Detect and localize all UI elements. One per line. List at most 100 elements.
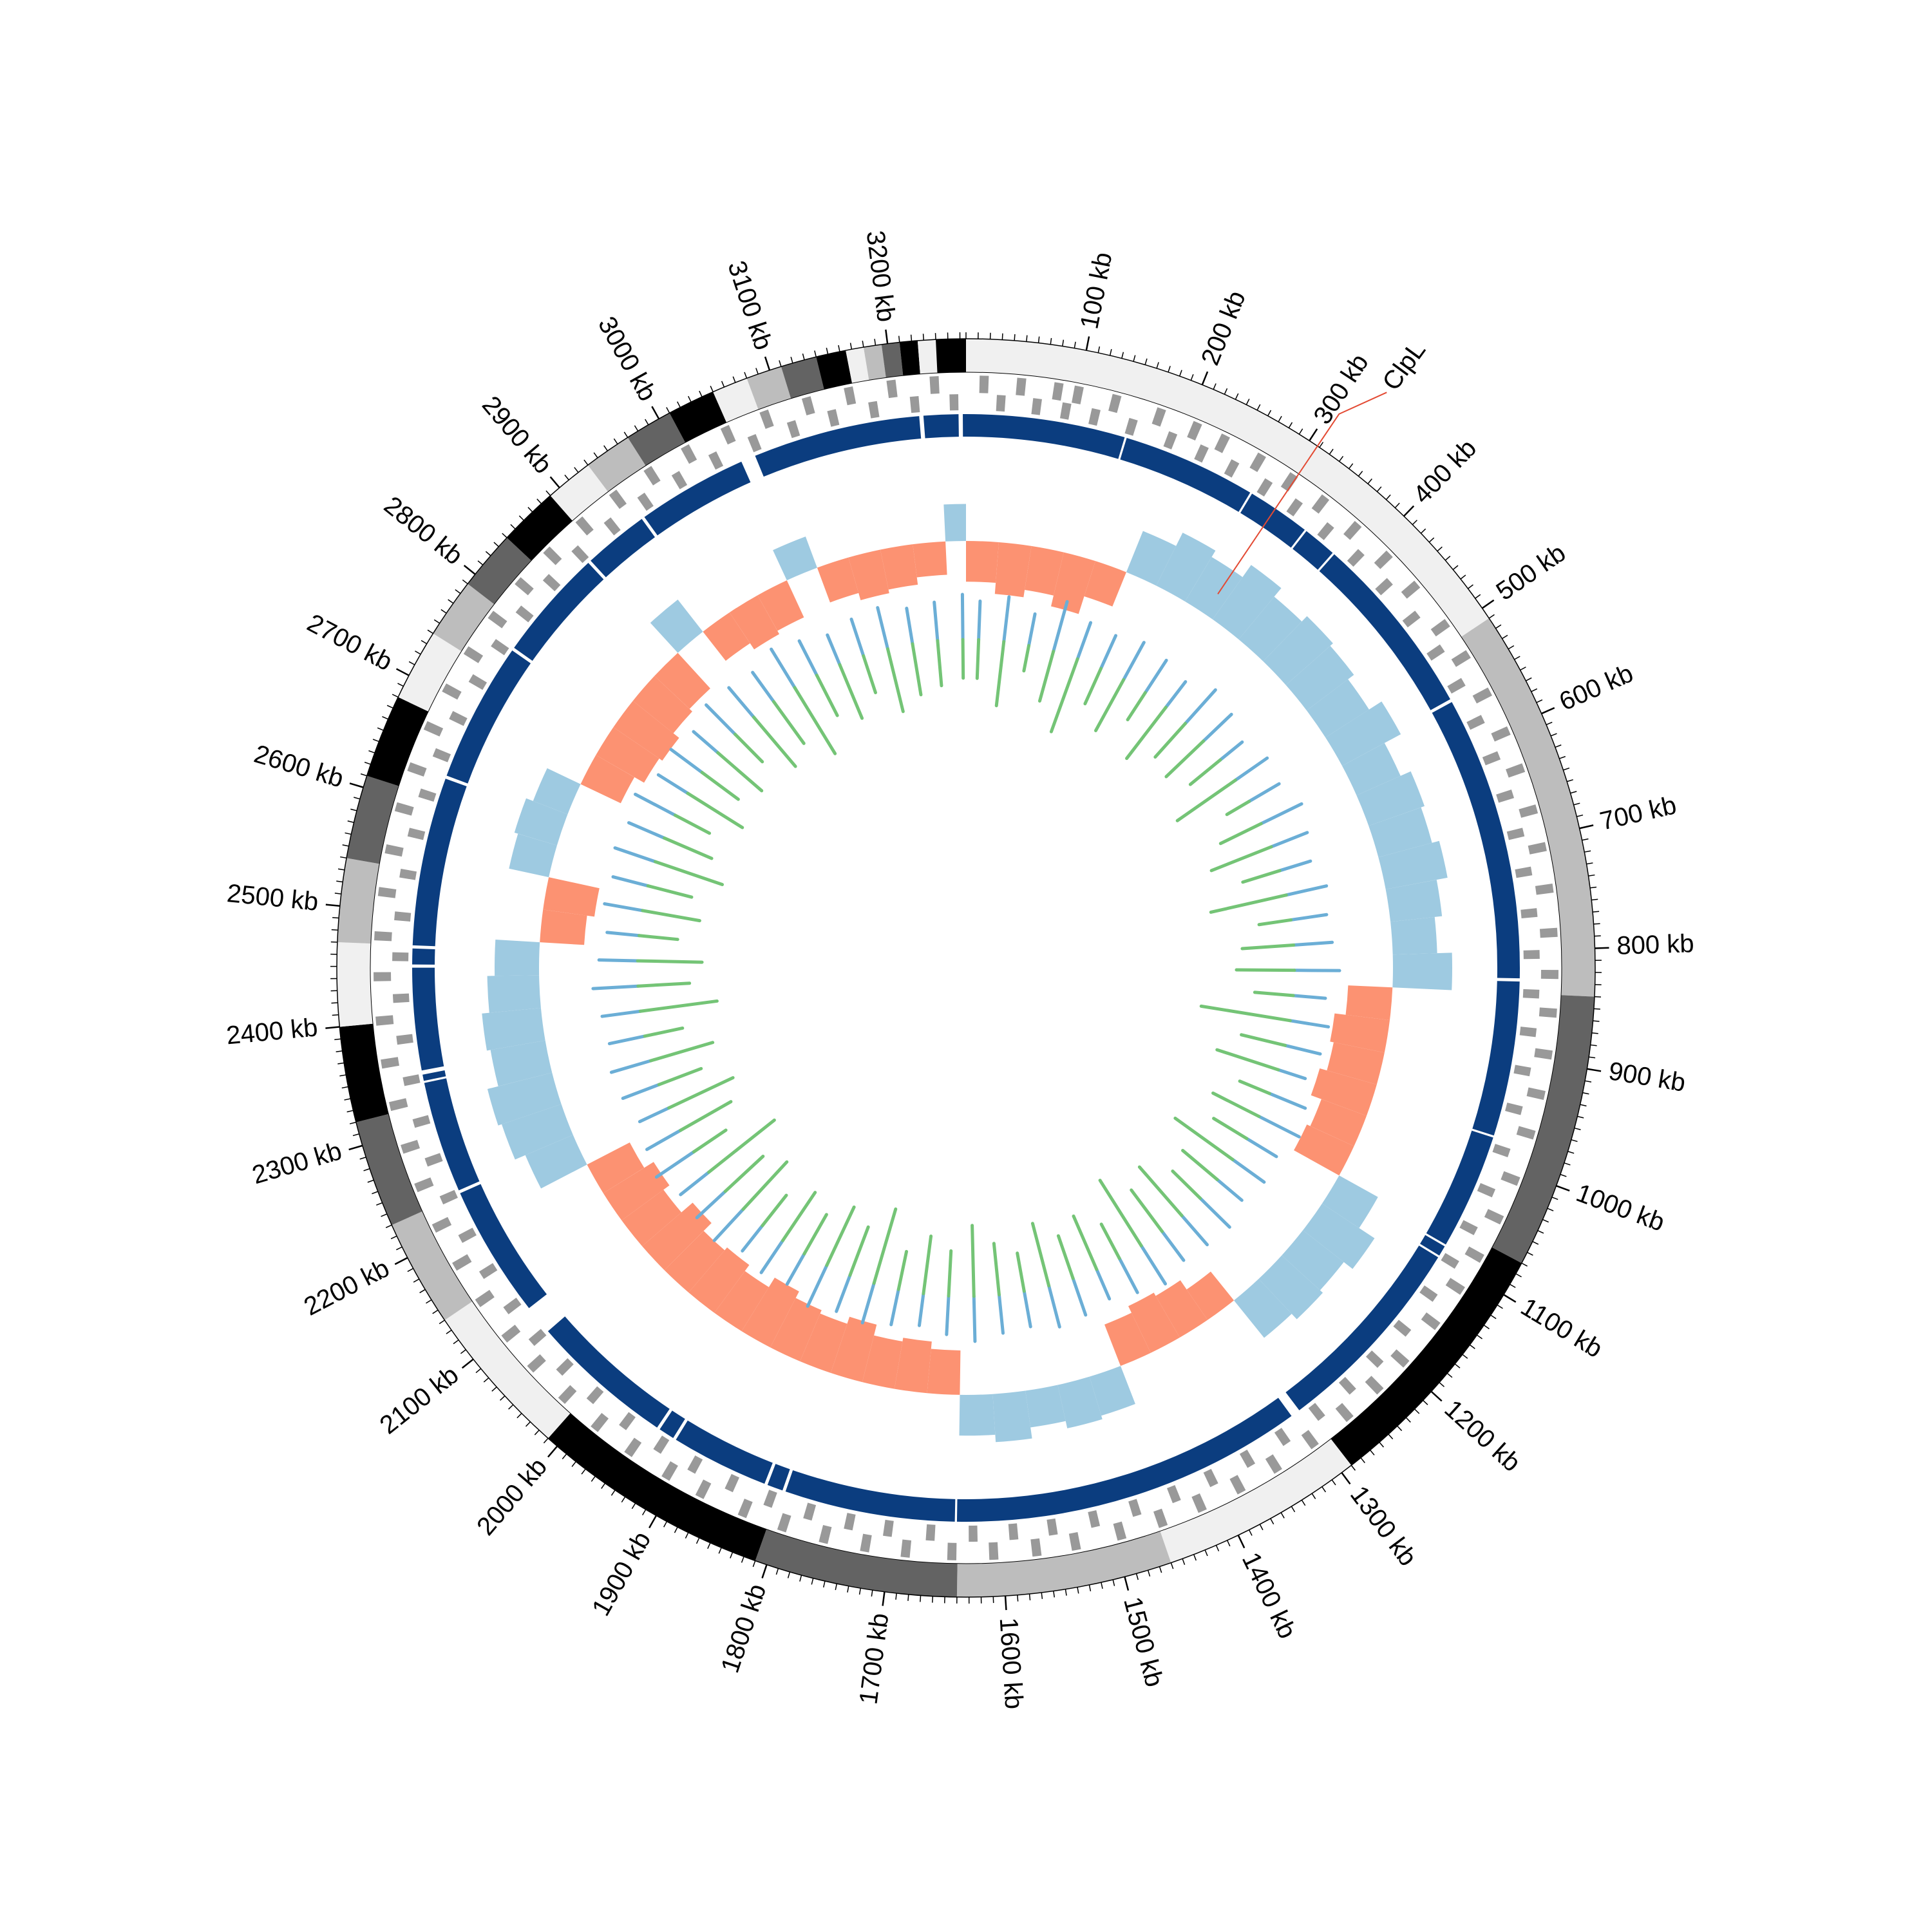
gene [1365,1350,1384,1368]
skew-spike [1184,688,1217,725]
skew-spike [960,592,965,641]
gene [1343,520,1362,540]
minor-tick [688,395,692,402]
minor-tick [1590,1044,1597,1046]
gene [571,545,589,564]
gene [1534,1048,1553,1060]
gene [1445,1278,1465,1295]
gene [1447,677,1466,694]
gene [1301,1430,1319,1450]
minor-tick [849,343,853,350]
tick-label: 800 kb [1616,929,1694,960]
minor-tick [1379,1442,1385,1448]
ideogram-band [1331,1247,1522,1466]
major-tick [1587,1068,1602,1072]
gene [388,1098,408,1112]
gc-bar [1325,701,1401,766]
contig [966,414,1125,459]
skew-spike [1253,990,1295,998]
skew-spike [1218,740,1244,762]
minor-tick [755,368,759,375]
minor-tick [1584,850,1591,853]
skew-spike [1083,667,1103,706]
gene [1459,1220,1478,1235]
skew-spike [1071,1276,1088,1317]
ideogram-band [713,378,759,423]
gene [402,1074,421,1086]
skew-spike [917,1292,925,1327]
minor-tick [372,739,379,743]
gene [515,577,534,596]
minor-tick [1097,346,1101,353]
ideogram-band [336,942,374,1027]
ideogram-band [366,697,429,786]
gene [949,394,959,411]
ideogram-band [755,1529,958,1597]
minor-tick [1001,333,1003,340]
minor-tick [364,761,371,765]
minor-tick [1311,1493,1316,1499]
minor-tick [1193,1554,1197,1561]
gc-bar [1327,1042,1385,1085]
skew-spike [609,1059,653,1074]
gene [724,1473,740,1493]
minor-tick [1256,404,1261,411]
minor-tick [571,1461,576,1467]
tick-label: 1100 kb [1516,1293,1607,1363]
skew-spike [1289,913,1329,922]
major-tick [1430,1390,1443,1402]
gene [1128,1499,1142,1517]
gene [1338,1377,1356,1395]
skew-spike [848,1225,870,1277]
minor-tick [1423,1399,1428,1405]
gene [468,674,488,690]
minor-tick [516,1413,522,1419]
minor-tick [1376,486,1382,492]
gene [414,1177,434,1193]
minor-tick [433,619,440,624]
minor-tick [822,1580,826,1588]
gene [458,1227,477,1244]
tick-label: 2700 kb [303,609,397,676]
minor-tick [1577,1115,1584,1119]
gene [1506,763,1526,778]
gene [1522,989,1540,999]
gene [1052,382,1064,401]
skew-spike [1241,869,1282,884]
minor-tick [1397,1425,1403,1432]
gc-bar [502,1104,573,1160]
minor-tick [1591,898,1598,901]
skew-spike [1125,705,1168,761]
gene [1249,452,1266,473]
tick-label: 2000 kb [471,1453,553,1541]
skew-spike [849,617,866,658]
minor-tick [696,1537,700,1544]
gene [475,1289,495,1307]
tick-label: 300 kb [1308,349,1374,430]
gene [624,1437,642,1457]
contig [1285,1245,1439,1410]
gene [501,1324,521,1343]
minor-tick [1580,1104,1587,1107]
minor-tick [718,1547,722,1554]
gene [384,844,404,857]
gene [1256,478,1273,497]
gc-bar [994,542,1032,598]
gc-bar [1238,596,1302,661]
skew-spike [1072,1214,1099,1271]
gc-bar [1212,565,1282,639]
gene [1393,1320,1412,1337]
minor-tick [593,452,598,459]
skew-spike [1130,1188,1164,1233]
gene [900,1539,912,1558]
gene [1421,1312,1441,1331]
minor-tick [1248,1530,1253,1536]
minor-tick [1532,1241,1539,1245]
gene [1464,1246,1484,1263]
major-tick [885,329,889,344]
minor-tick [1439,1382,1445,1387]
major-tick [463,565,476,575]
minor-tick [1144,358,1148,365]
minor-tick [1588,874,1595,876]
gc-bar [1104,1312,1151,1367]
